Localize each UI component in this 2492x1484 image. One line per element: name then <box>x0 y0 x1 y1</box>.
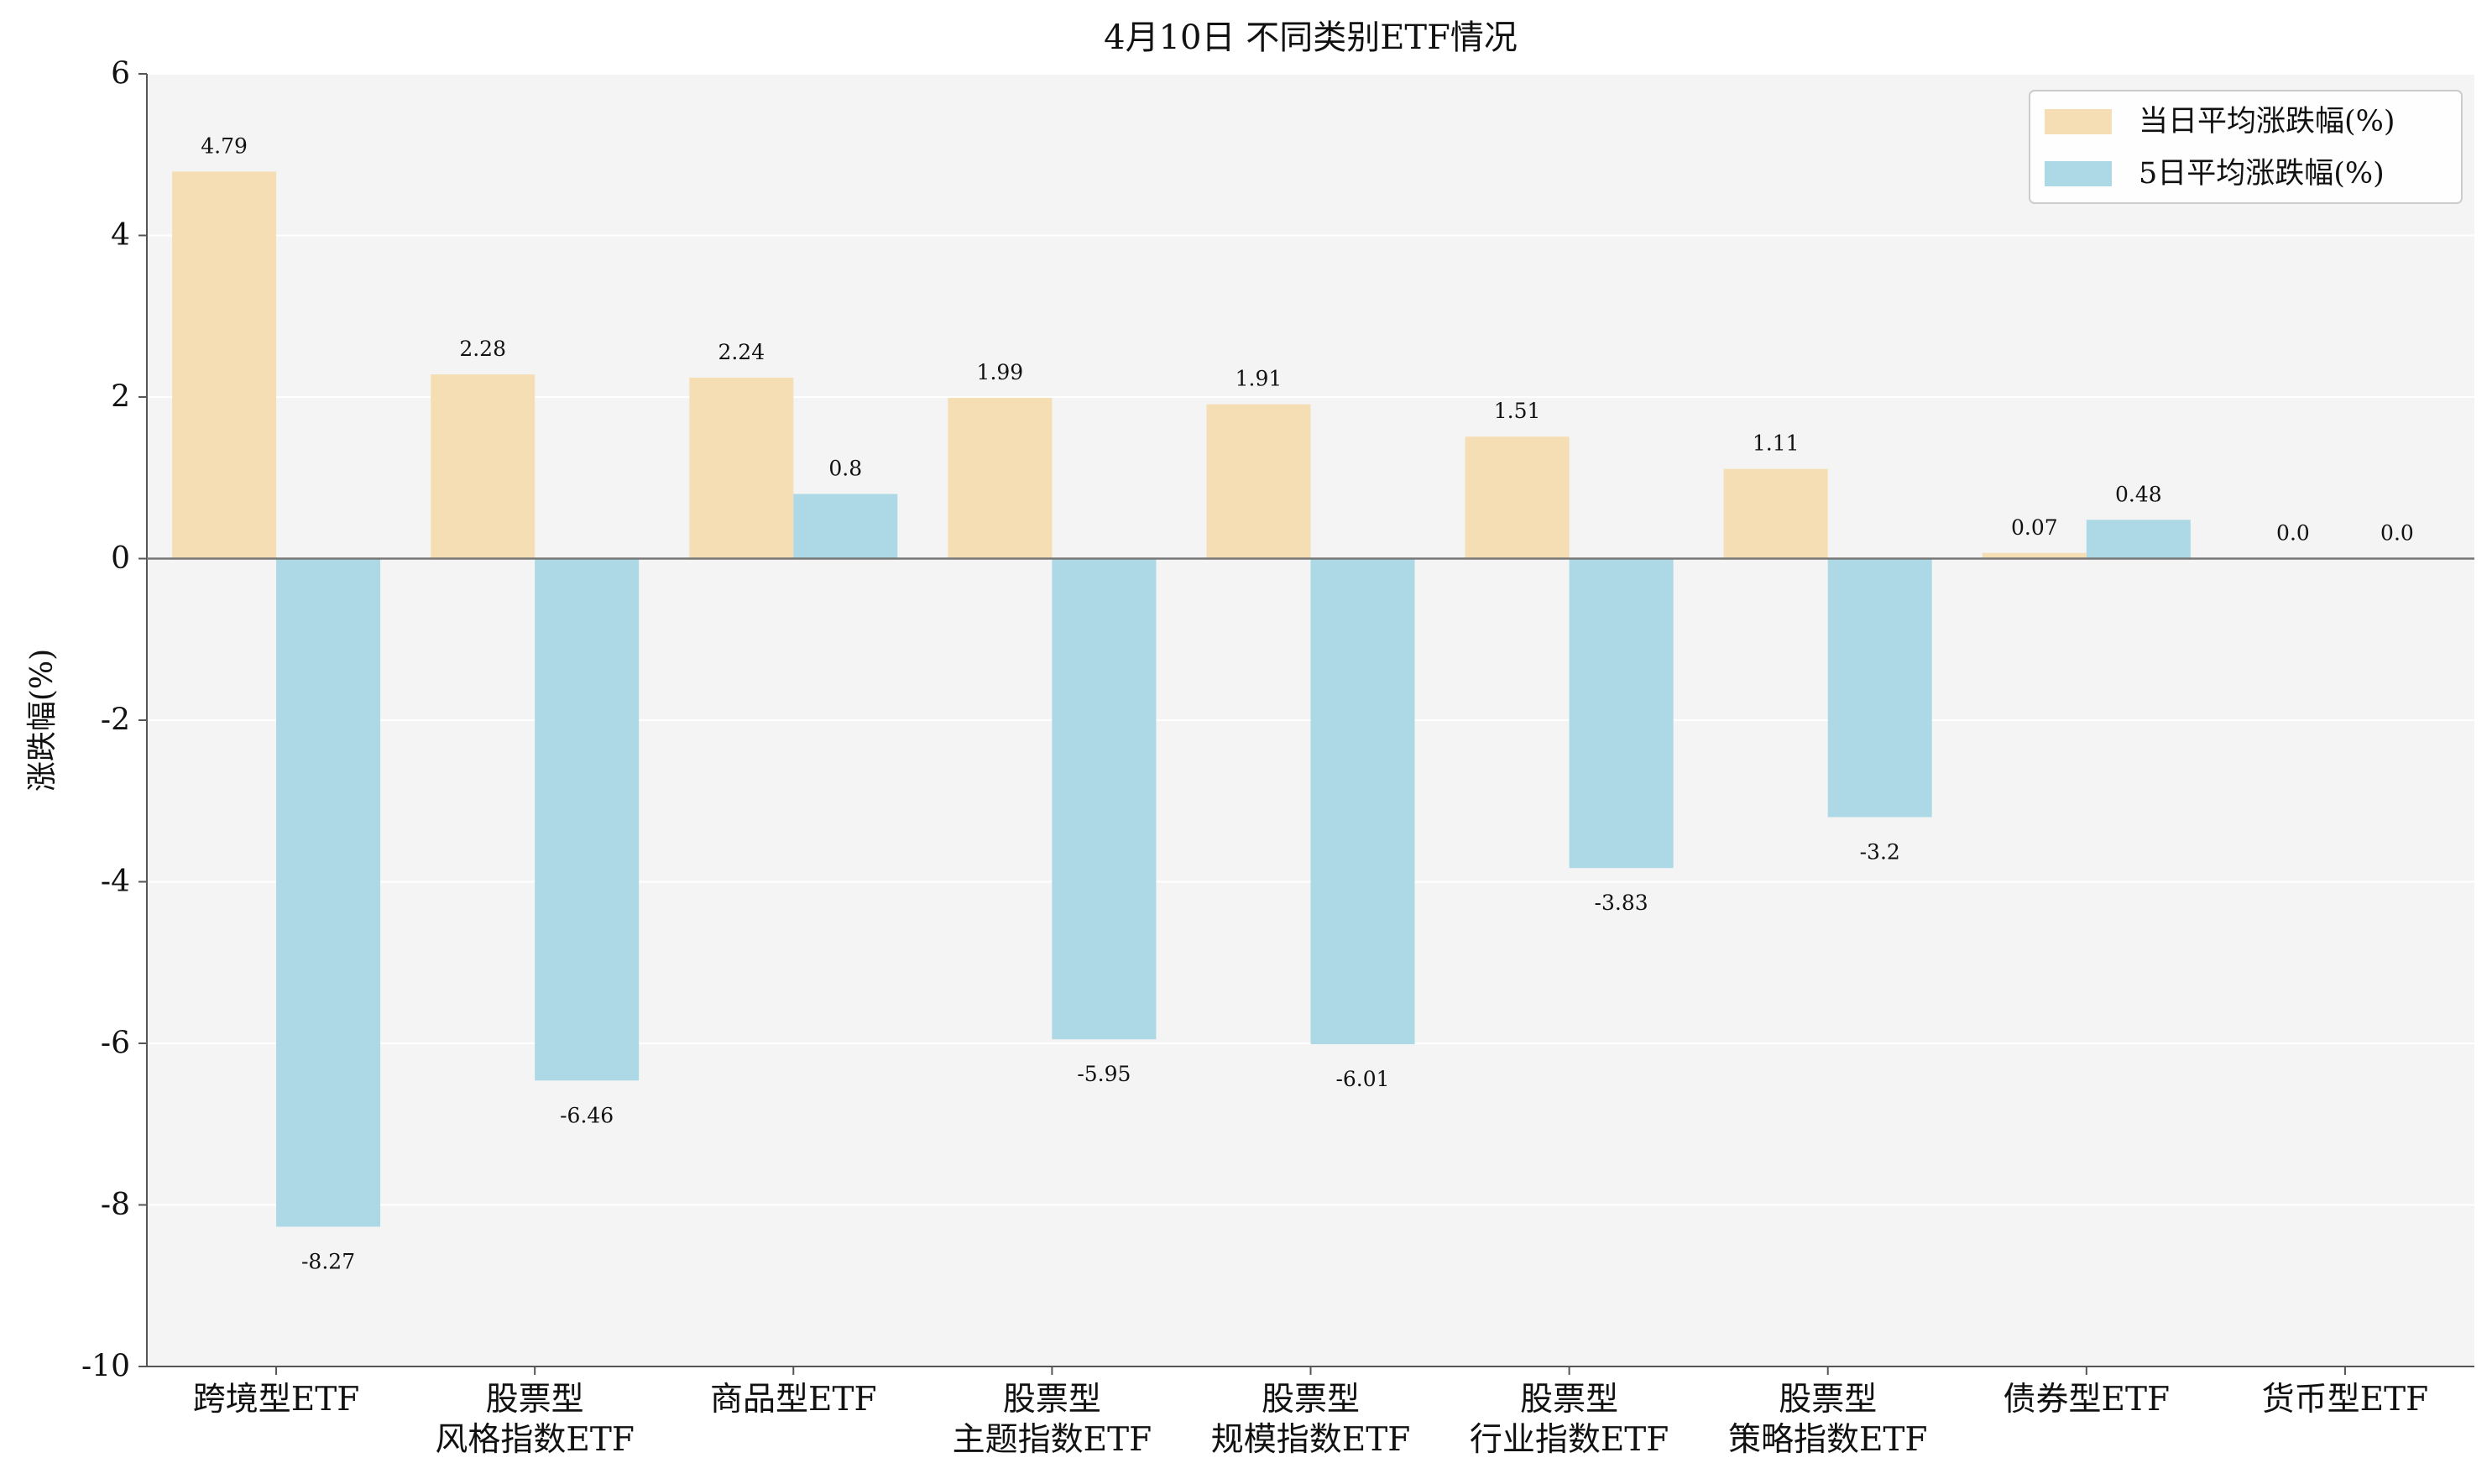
chart-title: 4月10日 不同类别ETF情况 <box>1104 18 1518 57</box>
y-tick-label: -10 <box>81 1350 130 1384</box>
x-tick-label: 股票型 <box>1003 1381 1101 1419</box>
bar-five-day <box>1569 558 1674 869</box>
y-axis-label: 涨跌幅(%) <box>25 649 60 792</box>
data-label: 1.51 <box>1494 399 1541 423</box>
x-tick-label: 货币型ETF <box>2262 1381 2429 1419</box>
x-tick-label: 股票型 <box>1779 1381 1877 1419</box>
bar-daily <box>1465 436 1570 559</box>
x-tick-label: 策略指数ETF <box>1728 1421 1928 1459</box>
data-label: -3.83 <box>1595 891 1648 915</box>
x-tick-label: 债券型ETF <box>2004 1381 2171 1419</box>
bar-daily <box>948 397 1053 559</box>
y-tick-label: -2 <box>101 703 130 738</box>
x-tick-label: 股票型 <box>1520 1381 1618 1419</box>
data-label: -6.01 <box>1335 1067 1389 1091</box>
data-label: -8.27 <box>301 1249 355 1273</box>
y-tick-label: 2 <box>111 380 130 415</box>
data-label: 0.0 <box>2276 521 2310 546</box>
x-tick-label: 股票型 <box>1262 1381 1360 1419</box>
data-label: 2.28 <box>459 337 506 361</box>
x-tick-label: 规模指数ETF <box>1211 1421 1411 1459</box>
y-tick-label: -8 <box>101 1188 130 1222</box>
x-tick-label: 风格指数ETF <box>435 1421 635 1459</box>
bar-daily <box>689 377 794 559</box>
x-tick-label: 商品型ETF <box>710 1381 877 1419</box>
y-tick-label: 6 <box>111 57 130 91</box>
bar-five-day <box>535 558 640 1081</box>
x-tick-label: 行业指数ETF <box>1470 1421 1669 1459</box>
data-label: 0.8 <box>828 457 862 481</box>
y-tick-label: -4 <box>101 865 130 899</box>
data-label: 4.79 <box>201 133 248 158</box>
legend-label: 5日平均涨跌幅(%) <box>2139 157 2385 191</box>
legend-swatch <box>2045 109 2112 134</box>
y-tick-label: 4 <box>111 218 130 253</box>
data-label: -6.46 <box>560 1103 614 1127</box>
data-label: 2.24 <box>718 340 765 364</box>
bar-daily <box>172 171 277 559</box>
legend-box <box>2029 90 2463 204</box>
y-tick-label: -6 <box>101 1027 130 1061</box>
bar-five-day <box>793 494 898 559</box>
bar-daily <box>1206 404 1311 559</box>
bar-five-day <box>276 558 381 1227</box>
bar-daily <box>1982 552 2087 559</box>
data-label: -3.2 <box>1860 840 1900 865</box>
data-label: 0.0 <box>2380 521 2414 546</box>
bar-daily <box>1723 468 1828 559</box>
x-tick-label: 主题指数ETF <box>953 1421 1152 1459</box>
bar-five-day <box>1310 558 1415 1044</box>
data-label: 0.48 <box>2115 482 2162 506</box>
data-label: 0.07 <box>2011 515 2058 540</box>
bar-five-day <box>1052 558 1157 1040</box>
x-tick-label: 跨境型ETF <box>193 1381 360 1419</box>
data-label: -5.95 <box>1077 1062 1131 1086</box>
data-label: 1.11 <box>1753 431 1800 456</box>
y-tick-label: 0 <box>111 541 130 576</box>
data-label: 1.99 <box>977 360 1024 384</box>
legend-label: 当日平均涨跌幅(%) <box>2139 105 2395 138</box>
bar-daily <box>431 374 535 559</box>
bar-five-day <box>1827 558 1932 818</box>
x-tick-label: 股票型 <box>486 1381 584 1419</box>
legend-swatch <box>2045 161 2112 186</box>
bar-five-day <box>2086 520 2191 559</box>
data-label: 1.91 <box>1236 367 1283 391</box>
